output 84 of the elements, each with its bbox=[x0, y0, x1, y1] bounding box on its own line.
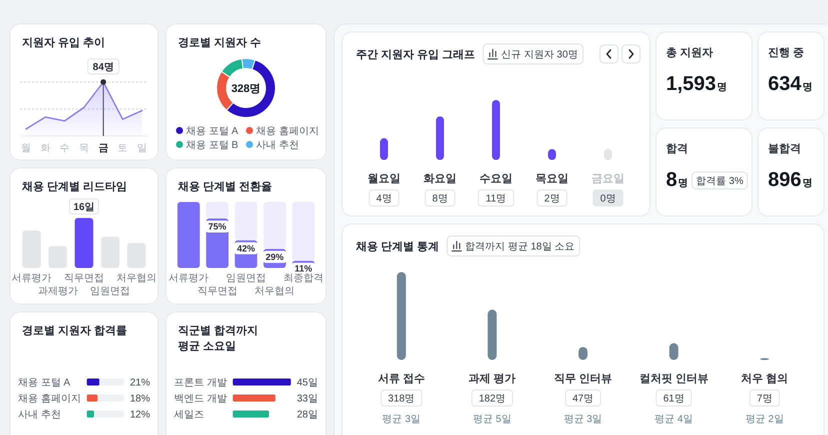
y-tick-label: 프론트 개발 bbox=[174, 378, 227, 388]
x-tick-label: 컬처핏 인터뷰 bbox=[639, 373, 708, 385]
x-tick-label: 직무면접 bbox=[64, 273, 104, 284]
chart-title: 채용 단계별 리드타임 bbox=[21, 181, 128, 193]
data-label: 29% bbox=[266, 252, 284, 262]
legend-label: 사내 추천 bbox=[256, 140, 299, 151]
text: 평균 3일 bbox=[382, 414, 421, 425]
data-label: 8명 bbox=[432, 194, 448, 204]
x-tick-label: 최종합격 bbox=[283, 273, 324, 284]
chart-title: 경로별 지원자 합격률 bbox=[22, 325, 128, 337]
data-label: 33일 bbox=[296, 394, 318, 404]
data-label: 75% bbox=[208, 222, 226, 232]
x-tick-label: 서류 접수 bbox=[378, 373, 425, 385]
x-tick-label: 목요일 bbox=[536, 173, 568, 185]
x-tick-label: 금 bbox=[98, 143, 108, 154]
text: 진행 중 bbox=[768, 47, 804, 59]
x-tick-label: 수 bbox=[60, 143, 70, 154]
data-label: 45일 bbox=[296, 378, 318, 388]
x-tick-label: 서류평가 bbox=[168, 273, 209, 284]
text: 평균 2일 bbox=[745, 414, 784, 425]
data-label: 18% bbox=[130, 394, 150, 404]
text: 8명 bbox=[666, 169, 688, 191]
text: 896명 bbox=[768, 169, 812, 191]
chart-title: 지원자 유입 추이 bbox=[21, 37, 106, 49]
x-tick-label: 서류평가 bbox=[12, 273, 52, 284]
x-tick-label: 처우 협의 bbox=[741, 373, 788, 385]
text: 평균 3일 bbox=[564, 414, 602, 425]
y-tick-label: 채용 포털 A bbox=[18, 378, 71, 388]
y-tick-label: 백엔드 개발 bbox=[174, 394, 227, 404]
x-tick-label: 처우협의 bbox=[254, 286, 295, 297]
x-tick-label: 수요일 bbox=[480, 173, 512, 185]
x-tick-label: 임원면접 bbox=[90, 286, 130, 297]
text: 평균 4일 bbox=[654, 414, 693, 425]
legend-label: 채용 포털 B bbox=[186, 140, 239, 151]
y-tick-label: 채용 홈페이지 bbox=[18, 394, 81, 404]
y-tick-label: 세일즈 bbox=[174, 410, 204, 420]
data-label: 4명 bbox=[376, 194, 392, 204]
data-label: 182명 bbox=[478, 394, 506, 404]
x-tick-label: 임원면접 bbox=[226, 273, 266, 284]
text: 합격 bbox=[666, 143, 688, 155]
data-label: 16일 bbox=[73, 202, 95, 213]
data-label: 47명 bbox=[572, 394, 594, 404]
data-label: 28일 bbox=[296, 410, 318, 420]
data-label: 318명 bbox=[388, 394, 415, 404]
x-tick-label: 토 bbox=[118, 143, 128, 154]
x-tick-label: 직무면접 bbox=[197, 286, 238, 297]
chart-title: 채용 단계별 전환율 bbox=[177, 181, 272, 193]
x-tick-label: 과제평가 bbox=[38, 286, 78, 297]
legend-label: 채용 홈페이지 bbox=[256, 126, 319, 137]
data-label: 42% bbox=[236, 243, 256, 254]
data-label: 21% bbox=[130, 378, 150, 388]
legend-label: 채용 포털 A bbox=[186, 126, 239, 137]
text: 합격률 3% bbox=[696, 176, 744, 188]
chart-title: 채용 단계별 통계 bbox=[355, 241, 440, 253]
text: 평균 5일 bbox=[473, 414, 512, 425]
data-label: 0명 bbox=[600, 194, 616, 204]
text: 634명 bbox=[768, 73, 812, 95]
text: 1,593명 bbox=[666, 73, 728, 95]
x-tick-label: 금요일 bbox=[592, 173, 624, 185]
x-tick-label: 처우협의 bbox=[116, 273, 156, 284]
text: 신규 지원자 30명 bbox=[501, 50, 578, 61]
data-label: 11% bbox=[294, 264, 312, 274]
x-tick-label: 화요일 bbox=[424, 173, 456, 185]
text: 328명 bbox=[231, 83, 261, 95]
annotation: 84명 bbox=[92, 62, 114, 73]
data-label: 12% bbox=[130, 410, 150, 420]
x-tick-label: 직무 인터뷰 bbox=[554, 373, 612, 385]
chart-title: 주간 지원자 유입 그래프 bbox=[356, 49, 476, 61]
y-tick-label: 사내 추천 bbox=[18, 410, 61, 420]
text: 불합격 bbox=[768, 143, 801, 155]
data-label: 11명 bbox=[486, 194, 506, 204]
data-label: 7명 bbox=[756, 394, 772, 404]
x-tick-label: 일 bbox=[137, 143, 147, 154]
chart-title: 경로별 지원자 수 bbox=[178, 37, 262, 49]
x-tick-label: 월 bbox=[21, 143, 31, 154]
data-label: 2명 bbox=[544, 194, 560, 204]
data-label: 61명 bbox=[663, 394, 684, 404]
text: 합격까지 평균 18일 소요 bbox=[465, 242, 575, 253]
chart-title: 직군별 합격까지 평균 소요일 bbox=[178, 325, 258, 352]
text: 총 지원자 bbox=[666, 47, 714, 59]
x-tick-label: 과제 평가 bbox=[468, 373, 516, 385]
x-tick-label: 목 bbox=[79, 143, 89, 154]
x-tick-label: 화 bbox=[40, 143, 50, 154]
x-tick-label: 월요일 bbox=[368, 173, 400, 185]
